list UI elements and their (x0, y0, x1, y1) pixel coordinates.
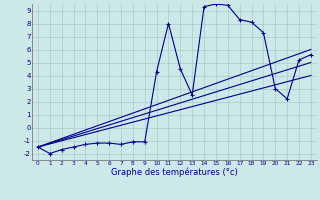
X-axis label: Graphe des températures (°c): Graphe des températures (°c) (111, 168, 238, 177)
